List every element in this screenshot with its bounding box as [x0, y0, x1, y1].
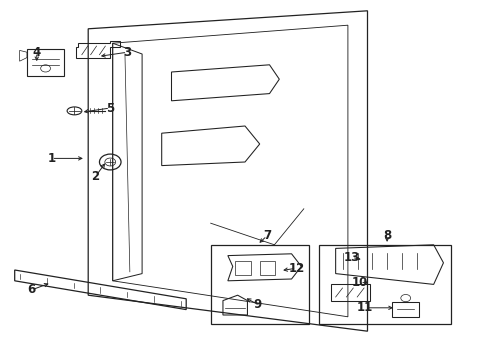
- Bar: [260, 261, 275, 275]
- Text: 12: 12: [288, 262, 305, 275]
- Text: 5: 5: [106, 102, 114, 114]
- Text: 13: 13: [343, 251, 360, 264]
- Text: 4: 4: [33, 46, 41, 59]
- Text: 10: 10: [352, 276, 368, 289]
- Bar: [211, 245, 309, 324]
- Text: 1: 1: [48, 152, 55, 165]
- Text: 2: 2: [92, 170, 99, 183]
- Text: 3: 3: [123, 46, 131, 59]
- Bar: [318, 245, 451, 324]
- Text: 9: 9: [253, 298, 261, 311]
- Text: 11: 11: [357, 301, 373, 314]
- Text: 7: 7: [263, 229, 271, 242]
- Bar: [235, 261, 251, 275]
- Text: 8: 8: [383, 229, 391, 242]
- Text: 6: 6: [28, 283, 36, 296]
- Bar: [392, 302, 419, 317]
